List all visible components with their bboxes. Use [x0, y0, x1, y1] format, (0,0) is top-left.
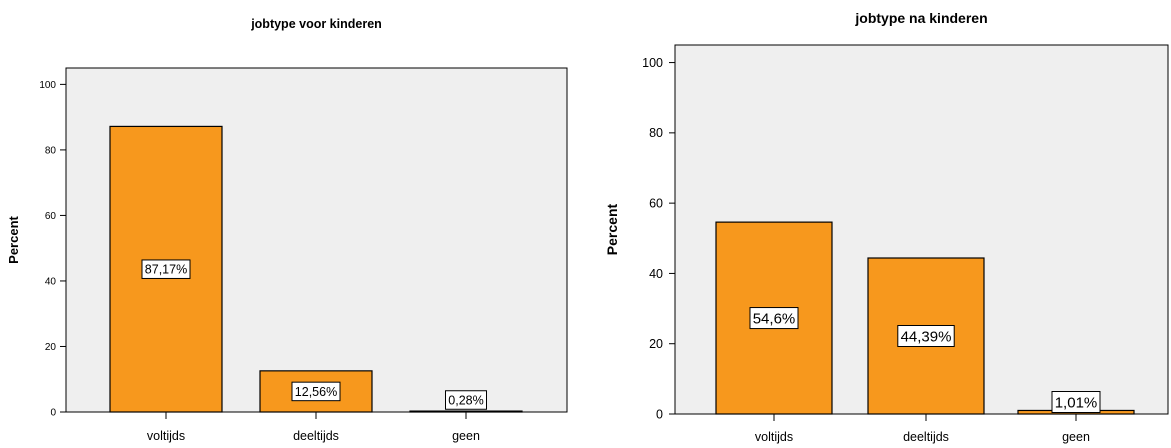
y-tick-label: 40 [649, 267, 663, 281]
data-label-deeltijds: 12,56% [295, 385, 337, 399]
y-tick-label: 0 [656, 407, 663, 421]
y-tick-label: 0 [50, 408, 56, 419]
x-tick-label-voltijds: voltijds [147, 429, 185, 443]
data-label-geen: 1,01% [1055, 394, 1098, 411]
chart-title: jobtype na kinderen [854, 10, 987, 26]
x-tick-label-deeltijds: deeltijds [903, 430, 949, 444]
x-tick-label-voltijds: voltijds [755, 430, 793, 444]
chart-jobtype-na-kinderen: jobtype na kinderen Percent 0 20 40 60 80 100 vo… [585, 0, 1171, 448]
y-tick-label: 100 [39, 80, 56, 91]
bar-chart-na: jobtype na kinderen Percent 0 20 40 60 80 100 vo… [604, 10, 1169, 444]
data-label-box [897, 325, 955, 348]
x-tick-label-geen: geen [452, 429, 480, 443]
x-tick-label-deeltijds: deeltijds [293, 429, 339, 443]
data-label-box [445, 390, 487, 410]
data-label-voltijds: 54,6% [753, 310, 796, 327]
data-label-box [141, 259, 191, 279]
y-tick-label: 60 [45, 211, 57, 222]
y-tick-label: 80 [45, 145, 57, 156]
y-tick-label: 20 [649, 337, 663, 351]
data-label-box [749, 307, 799, 330]
x-tick-label-geen: geen [1062, 430, 1090, 444]
y-axis-title: Percent [6, 215, 21, 263]
bar-chart-voor: jobtype voor kinderen Percent 0 20 40 60 80 100… [6, 17, 568, 443]
data-label-box [1051, 391, 1101, 413]
y-tick-label: 20 [45, 342, 57, 353]
data-label-deeltijds: 44,39% [901, 328, 952, 345]
y-tick-label: 40 [45, 276, 57, 287]
data-label-voltijds: 87,17% [145, 263, 187, 277]
data-label-box [291, 381, 341, 402]
chart-jobtype-voor-kinderen: jobtype voor kinderen Percent 0 20 40 60 80 100… [0, 0, 585, 448]
y-tick-label: 80 [649, 126, 663, 140]
y-tick-label: 60 [649, 197, 663, 211]
chart-title: jobtype voor kinderen [250, 17, 382, 31]
y-tick-label: 100 [642, 56, 663, 70]
data-label-geen: 0,28% [448, 394, 483, 408]
y-axis-title: Percent [604, 203, 620, 255]
